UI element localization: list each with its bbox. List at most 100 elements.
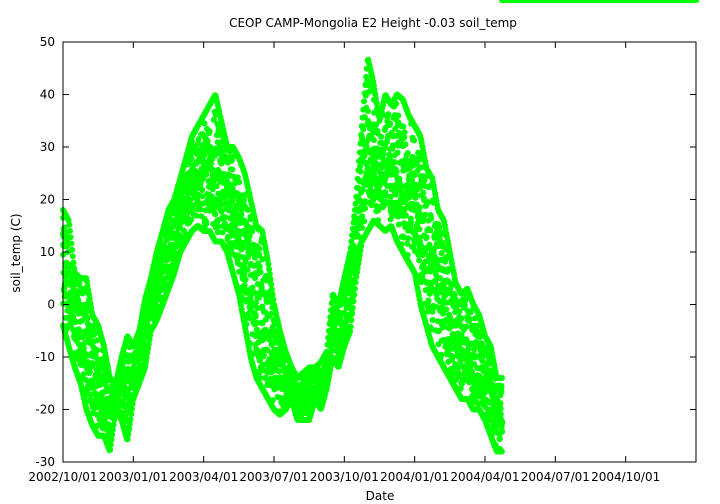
data-point xyxy=(370,82,377,89)
data-point xyxy=(203,220,210,227)
data-point xyxy=(269,397,276,404)
data-point xyxy=(352,279,359,286)
data-point xyxy=(498,375,505,381)
data-point xyxy=(268,281,275,288)
data-point xyxy=(349,304,356,311)
data-point xyxy=(395,221,402,228)
data-point xyxy=(256,263,263,270)
data-point xyxy=(360,126,367,133)
data-point xyxy=(498,382,505,389)
data-point xyxy=(81,345,87,352)
data-point xyxy=(387,120,394,127)
data-point xyxy=(458,315,465,322)
data-point xyxy=(497,400,504,407)
data-point xyxy=(245,206,252,213)
data-point xyxy=(226,172,233,178)
data-point xyxy=(238,210,245,217)
data-point xyxy=(185,209,192,216)
data-point xyxy=(499,418,506,425)
data-point xyxy=(219,229,226,236)
data-point xyxy=(387,216,394,223)
data-point xyxy=(69,246,76,253)
data-point xyxy=(188,155,195,162)
data-point xyxy=(498,388,505,395)
data-point xyxy=(241,271,248,278)
data-point xyxy=(71,265,78,272)
data-point xyxy=(280,363,287,370)
data-point xyxy=(143,354,150,361)
data-point xyxy=(366,82,373,89)
data-point xyxy=(384,135,391,142)
data-point xyxy=(276,368,283,375)
data-point xyxy=(266,266,273,273)
data-point xyxy=(256,245,263,252)
data-point xyxy=(499,428,505,434)
data-point xyxy=(146,336,153,343)
data-point xyxy=(86,295,93,302)
data-point xyxy=(203,171,210,178)
data-point xyxy=(243,321,250,328)
data-point xyxy=(193,212,200,219)
data-point xyxy=(364,108,371,114)
data-point xyxy=(94,347,101,354)
data-point xyxy=(401,134,408,141)
data-point xyxy=(456,371,463,378)
data-point xyxy=(416,257,423,264)
data-point xyxy=(411,137,418,144)
data-point xyxy=(90,325,97,332)
data-point xyxy=(185,161,192,168)
data-point xyxy=(241,244,248,251)
data-point xyxy=(179,235,185,242)
data-point xyxy=(373,95,379,102)
data-point xyxy=(438,351,445,358)
data-point xyxy=(253,299,260,306)
data-point xyxy=(404,150,411,156)
data-point xyxy=(378,133,385,140)
data-point xyxy=(395,112,402,119)
data-point xyxy=(188,216,195,223)
data-point xyxy=(370,137,377,143)
data-point xyxy=(356,256,363,263)
data-point xyxy=(107,441,114,448)
data-point xyxy=(457,358,464,365)
chart-title: CEOP CAMP-Mongolia E2 Height -0.03 soil_… xyxy=(229,16,517,30)
data-point xyxy=(429,317,436,323)
data-point xyxy=(213,183,220,190)
data-point xyxy=(373,100,380,107)
data-point xyxy=(256,369,263,376)
data-point xyxy=(212,211,218,217)
data-point xyxy=(66,221,73,228)
data-point xyxy=(359,213,366,220)
data-point xyxy=(68,240,75,247)
data-point xyxy=(84,282,91,289)
data-point xyxy=(87,391,94,398)
data-point xyxy=(108,436,115,443)
data-point xyxy=(354,265,361,271)
data-point xyxy=(210,116,217,123)
data-point xyxy=(405,235,412,242)
data-point xyxy=(218,202,225,209)
data-point xyxy=(109,431,116,438)
data-point xyxy=(270,296,277,303)
data-point xyxy=(124,436,131,443)
data-point xyxy=(361,153,368,159)
data-point xyxy=(420,189,427,196)
data-point xyxy=(374,104,381,111)
data-point xyxy=(266,271,273,278)
data-point xyxy=(142,363,149,369)
data-point xyxy=(371,172,378,179)
data-point xyxy=(69,253,76,260)
data-point xyxy=(67,228,73,234)
data-point xyxy=(357,163,364,170)
data-point xyxy=(199,193,206,200)
data-point xyxy=(357,168,364,175)
data-point xyxy=(65,217,72,224)
data-point xyxy=(463,323,470,330)
data-point xyxy=(189,206,196,213)
data-point xyxy=(364,77,371,84)
data-point xyxy=(244,266,251,273)
data-point xyxy=(400,123,407,130)
data-point xyxy=(376,183,383,190)
data-point xyxy=(370,129,376,136)
